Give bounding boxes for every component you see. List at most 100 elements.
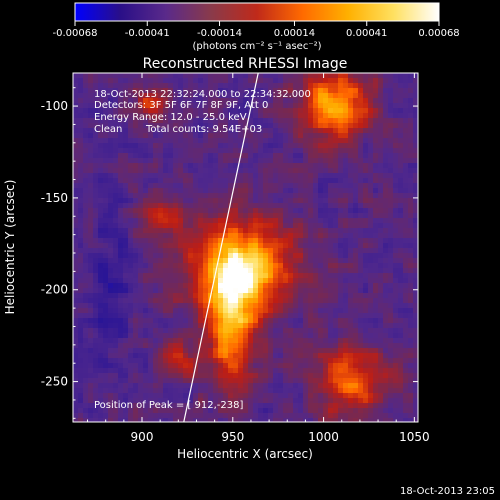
heatmap-cell xyxy=(283,253,288,258)
heatmap-cell xyxy=(78,73,83,78)
heatmap-cell xyxy=(193,183,198,188)
heatmap-cell xyxy=(378,223,383,228)
heatmap-cell xyxy=(333,298,338,303)
heatmap-cell xyxy=(253,203,258,208)
heatmap-cell xyxy=(363,183,368,188)
heatmap-cell xyxy=(348,168,353,173)
heatmap-cell xyxy=(168,268,173,273)
heatmap-cell xyxy=(148,348,153,353)
heatmap-cell xyxy=(398,188,403,193)
heatmap-cell xyxy=(333,363,338,368)
heatmap-cell xyxy=(358,358,363,363)
heatmap-cell xyxy=(333,358,338,363)
heatmap-cell xyxy=(183,113,188,118)
heatmap-cell xyxy=(343,148,348,153)
heatmap-cell xyxy=(203,83,208,88)
heatmap-cell xyxy=(218,263,223,268)
heatmap-cell xyxy=(168,123,173,128)
heatmap-cell xyxy=(323,418,328,422)
heatmap-cell xyxy=(373,73,378,78)
heatmap-cell xyxy=(373,178,378,183)
heatmap-cell xyxy=(108,168,113,173)
heatmap-cell xyxy=(73,148,78,153)
heatmap-cell xyxy=(133,253,138,258)
heatmap-cell xyxy=(148,358,153,363)
heatmap-cell xyxy=(338,188,343,193)
heatmap-cell xyxy=(318,238,323,243)
heatmap-cell xyxy=(103,218,108,223)
heatmap-cell xyxy=(253,183,258,188)
heatmap-cell xyxy=(173,178,178,183)
heatmap-cell xyxy=(208,198,213,203)
heatmap-cell xyxy=(163,73,168,78)
heatmap-cell xyxy=(368,203,373,208)
heatmap-cell xyxy=(273,188,278,193)
heatmap-cell xyxy=(133,178,138,183)
heatmap-cell xyxy=(103,183,108,188)
heatmap-cell xyxy=(103,213,108,218)
heatmap-cell xyxy=(353,183,358,188)
heatmap-cell xyxy=(238,213,243,218)
heatmap-cell xyxy=(158,138,163,143)
heatmap-cell xyxy=(313,363,318,368)
heatmap-cell xyxy=(218,388,223,393)
heatmap-cell xyxy=(313,308,318,313)
heatmap-cell xyxy=(133,198,138,203)
heatmap-cell xyxy=(173,343,178,348)
heatmap-cell xyxy=(78,278,83,283)
heatmap-cell xyxy=(293,303,298,308)
heatmap-cell xyxy=(263,353,268,358)
heatmap-cell xyxy=(163,153,168,158)
heatmap-cell xyxy=(308,88,313,93)
heatmap-cell xyxy=(258,88,263,93)
heatmap-cell xyxy=(193,313,198,318)
heatmap-cell xyxy=(183,138,188,143)
heatmap-cell xyxy=(333,288,338,293)
heatmap-cell xyxy=(163,278,168,283)
heatmap-cell xyxy=(153,153,158,158)
heatmap-cell xyxy=(238,353,243,358)
heatmap-cell xyxy=(273,378,278,383)
heatmap-cell xyxy=(193,128,198,133)
heatmap-cell xyxy=(228,158,233,163)
heatmap-cell xyxy=(293,368,298,373)
heatmap-cell xyxy=(298,218,303,223)
clean-text: Clean xyxy=(94,124,122,135)
heatmap-cell xyxy=(348,188,353,193)
heatmap-cell xyxy=(363,353,368,358)
heatmap-cell xyxy=(103,108,108,113)
heatmap-cell xyxy=(403,203,408,208)
heatmap-cell xyxy=(303,153,308,158)
heatmap-cell xyxy=(268,293,273,298)
heatmap-cell xyxy=(308,238,313,243)
heatmap-cell xyxy=(298,378,303,383)
heatmap-cell xyxy=(263,263,268,268)
heatmap-cell xyxy=(153,138,158,143)
heatmap-cell xyxy=(228,333,233,338)
heatmap-cell xyxy=(113,233,118,238)
heatmap-cell xyxy=(258,153,263,158)
heatmap-cell xyxy=(128,348,133,353)
heatmap-cell xyxy=(343,128,348,133)
heatmap-cell xyxy=(188,278,193,283)
heatmap-cell xyxy=(123,413,128,418)
heatmap-cell xyxy=(233,143,238,148)
heatmap-cell xyxy=(323,128,328,133)
heatmap-cell xyxy=(153,73,158,78)
heatmap-cell xyxy=(128,143,133,148)
heatmap-cell xyxy=(253,173,258,178)
heatmap-cell xyxy=(278,93,283,98)
heatmap-cell xyxy=(208,148,213,153)
heatmap-cell xyxy=(223,198,228,203)
heatmap-cell xyxy=(363,313,368,318)
heatmap-cell xyxy=(103,338,108,343)
heatmap-cell xyxy=(133,153,138,158)
heatmap-cell xyxy=(158,133,163,138)
heatmap-cell xyxy=(118,333,123,338)
heatmap-cell xyxy=(333,228,338,233)
heatmap-cell xyxy=(333,143,338,148)
heatmap-cell xyxy=(408,288,413,293)
heatmap-cell xyxy=(343,233,348,238)
heatmap-cell xyxy=(373,383,378,388)
heatmap-cell xyxy=(358,303,363,308)
